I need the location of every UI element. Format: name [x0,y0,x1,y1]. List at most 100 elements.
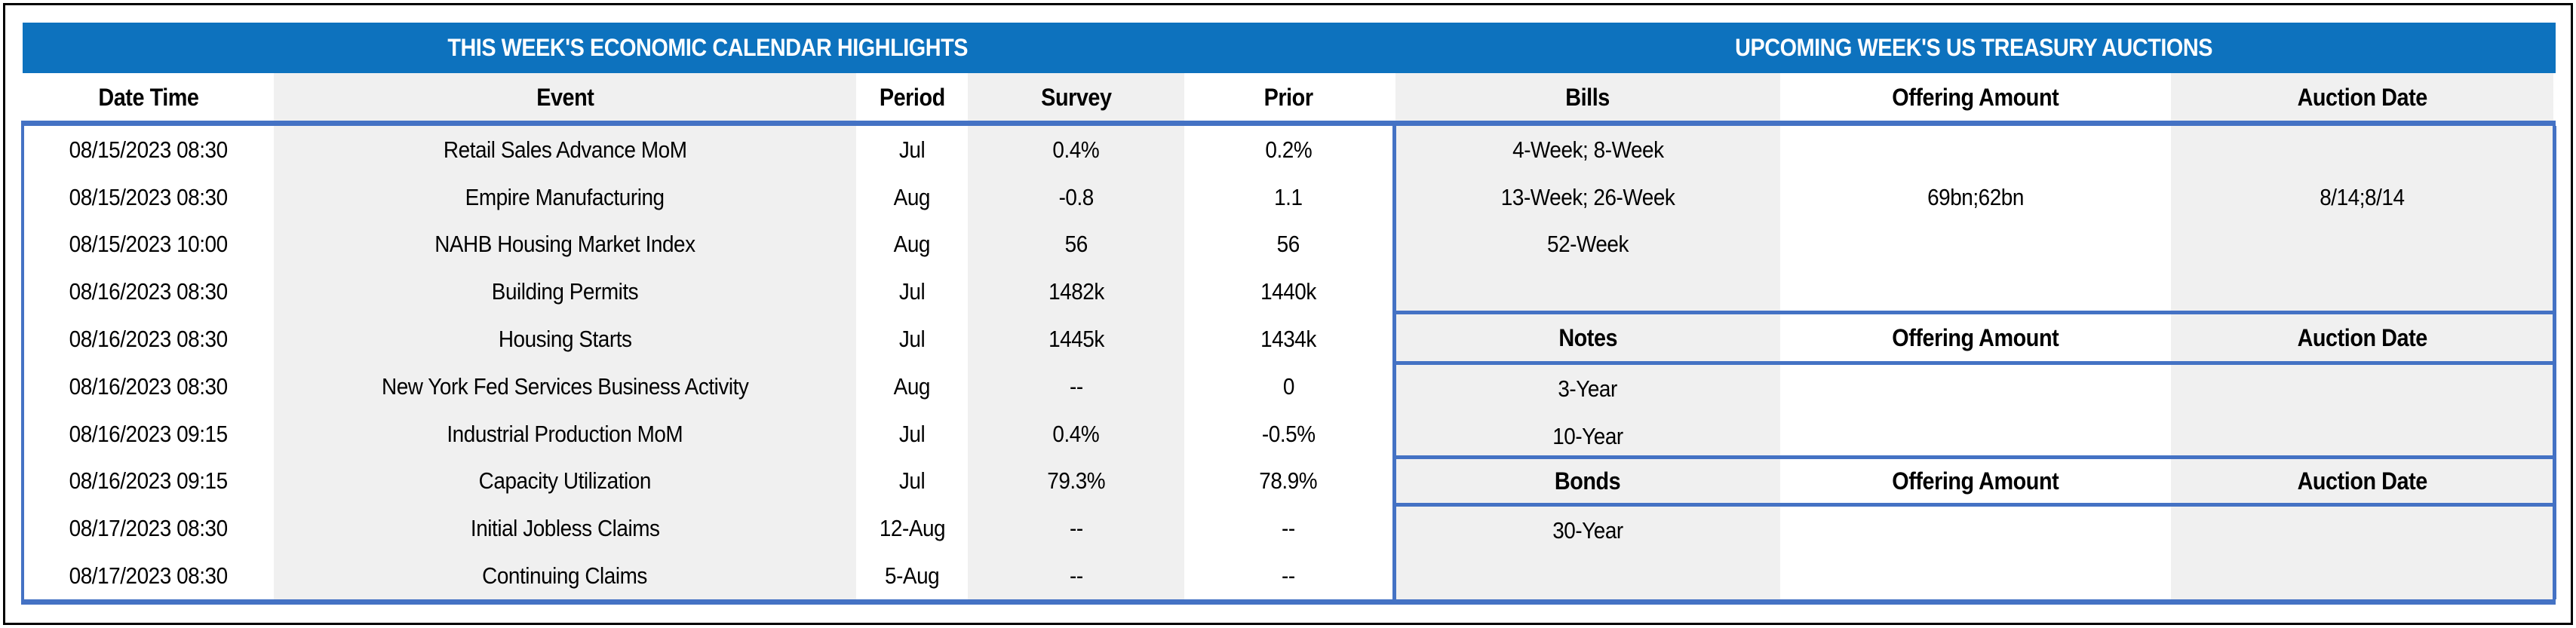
col-header-bonds-auction-date-text: Auction Date [2297,467,2427,495]
cell-date-time-text: 08/16/2023 09:15 [69,420,228,447]
cell-date-time: 08/16/2023 09:15 [23,458,274,505]
col-header-prior: Prior [1184,73,1392,121]
cell-survey: 79.3% [968,458,1184,505]
cell-date-time: 08/17/2023 08:30 [23,504,274,552]
cell-survey: -0.8 [968,173,1184,221]
col-header-notes-text: Notes [1558,324,1617,351]
cell-survey: -- [968,504,1184,552]
col-header-period: Period [856,73,968,121]
cell-security: 4-Week; 8-Week [1395,126,1780,173]
cell-prior-text: 1434k [1260,326,1316,353]
cell-event: Retail Sales Advance MoM [274,126,856,173]
cell-survey: -- [968,363,1184,410]
col-header-survey-text: Survey [1040,83,1112,111]
cell-survey-text: 0.4% [1052,136,1100,163]
auction-date-column-stripe [2171,73,2553,599]
cell-prior-text: -- [1282,562,1295,590]
cell-security: 30-Year [1395,507,1780,554]
cell-prior-text: -0.5% [1261,420,1316,447]
cell-prior-text: 0.2% [1265,136,1312,163]
cell-period: Jul [856,315,968,363]
section-divider [1392,311,2556,314]
top-rule [21,121,2556,126]
cell-prior: -- [1184,552,1392,599]
cell-period: Jul [856,268,968,315]
cell-event-text: NAHB Housing Market Index [434,231,695,258]
cell-date-time: 08/16/2023 08:30 [23,315,274,363]
cell-survey: 1482k [968,268,1184,315]
cell-auction-date: 8/14;8/14 [2171,173,2553,221]
cell-event-text: New York Fed Services Business Activity [381,372,749,400]
outer-frame [3,3,2573,625]
cell-event: Initial Jobless Claims [274,504,856,552]
cell-security-text: 30-Year [1552,516,1623,544]
cell-date-time: 08/15/2023 10:00 [23,221,274,268]
col-header-bonds-auction-date: Auction Date [2171,459,2553,503]
calendar-title-text: THIS WEEK'S ECONOMIC CALENDAR HIGHLIGHTS [447,34,968,61]
cell-offering-amount-text: 69bn;62bn [1927,183,2024,210]
col-header-bonds: Bonds [1395,459,1780,503]
cell-date-time-text: 08/16/2023 08:30 [69,372,228,400]
cell-event: Building Permits [274,268,856,315]
cell-date-time-text: 08/15/2023 08:30 [69,183,228,210]
col-header-notes-auction-date-text: Auction Date [2297,324,2427,351]
col-header-offering-amount-text: Offering Amount [1892,83,2059,111]
cell-event: NAHB Housing Market Index [274,221,856,268]
col-header-auction-date: Auction Date [2171,73,2553,121]
cell-period: Aug [856,363,968,410]
cell-survey-text: 1482k [1048,278,1104,305]
survey-column-stripe [968,73,1184,599]
cell-period-text: Jul [898,326,926,353]
cell-security-text: 3-Year [1558,375,1618,402]
col-header-auction-date-text: Auction Date [2297,83,2427,111]
cell-prior-text: 56 [1276,231,1300,258]
calendar-left-border [21,126,24,599]
cell-period: Aug [856,221,968,268]
cell-period-text: 5-Aug [884,562,940,590]
cell-period: 5-Aug [856,552,968,599]
cell-date-time: 08/16/2023 08:30 [23,268,274,315]
cell-date-time-text: 08/15/2023 08:30 [69,136,228,163]
cell-event-text: Industrial Production MoM [447,420,683,447]
section-divider [1392,361,2556,365]
cell-survey-text: -- [1069,515,1083,542]
section-divider [1392,503,2556,507]
cell-prior: -- [1184,504,1392,552]
bottom-rule [21,599,2556,605]
title-band [23,23,2556,73]
event-column-stripe [274,73,856,599]
col-header-survey: Survey [968,73,1184,121]
cell-auction-date-text: 8/14;8/14 [2320,183,2405,210]
cell-period-text: Jul [898,278,926,305]
col-header-bills-text: Bills [1565,83,1610,111]
col-header-event: Event [274,73,856,121]
cell-security-text: 52-Week [1547,231,1629,258]
col-header-bonds-text: Bonds [1555,467,1621,495]
cell-prior: 1440k [1184,268,1392,315]
col-header-bonds-offering-amount: Offering Amount [1780,459,2171,503]
cell-survey-text: 79.3% [1047,467,1105,495]
bills-column-stripe [1395,73,1780,599]
cell-security-text: 13-Week; 26-Week [1500,183,1675,210]
cell-event: Industrial Production MoM [274,410,856,458]
cell-prior-text: 1440k [1260,278,1316,305]
cell-date-time: 08/16/2023 09:15 [23,410,274,458]
col-header-notes-offering-amount: Offering Amount [1780,314,2171,361]
cell-survey-text: -0.8 [1058,183,1094,210]
cell-event: Capacity Utilization [274,458,856,505]
col-header-notes-auction-date: Auction Date [2171,314,2553,361]
cell-period-text: Aug [893,231,931,258]
cell-prior: 1.1 [1184,173,1392,221]
cell-event-text: Capacity Utilization [478,467,652,495]
cell-event-text: Empire Manufacturing [465,183,665,210]
auctions-title-text: UPCOMING WEEK'S US TREASURY AUCTIONS [1735,34,2213,61]
cell-prior-text: 78.9% [1259,467,1318,495]
cell-survey-text: 1445k [1048,326,1104,353]
cell-period-text: Jul [898,467,926,495]
cell-event: Housing Starts [274,315,856,363]
col-header-period-text: Period [879,83,945,111]
cell-survey-text: -- [1069,372,1083,400]
cell-prior-text: 0 [1282,372,1294,400]
section-divider [1392,455,2556,459]
